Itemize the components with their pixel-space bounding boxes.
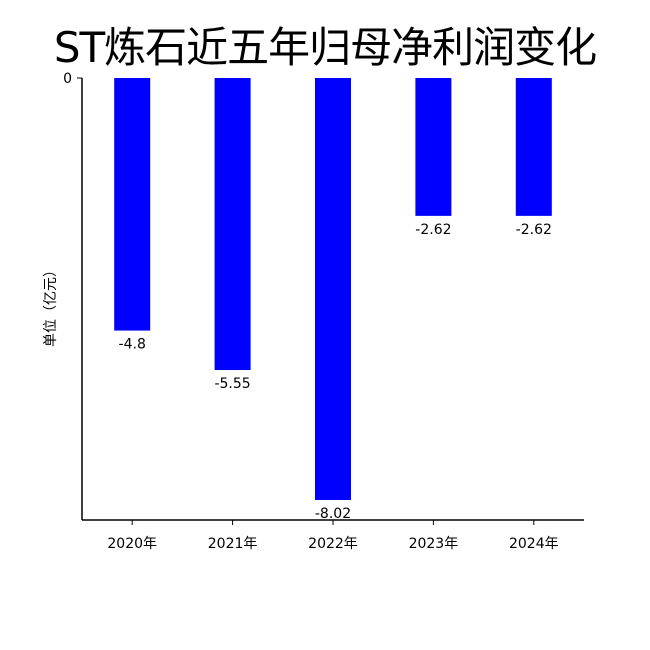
x-tick-label-4: 2024年 — [509, 536, 559, 552]
bar-0 — [114, 78, 151, 331]
bar-4 — [515, 78, 552, 216]
x-tick-label-1: 2021年 — [208, 536, 258, 552]
y-tick-label-0: 0 — [63, 71, 72, 87]
value-label-0: -4.8 — [119, 337, 146, 353]
chart-title: ST炼石近五年归母净利润变化 — [53, 23, 597, 72]
value-labels-layer: -4.8 -5.55 -8.02 -2.62 -2.62 — [119, 222, 552, 522]
x-tick-label-2: 2022年 — [308, 536, 358, 552]
x-ticks-layer: 2020年 2021年 2022年 2023年 2024年 — [107, 520, 559, 552]
x-tick-label-3: 2023年 — [409, 536, 459, 552]
value-label-2: -8.02 — [315, 506, 351, 522]
value-label-4: -2.62 — [516, 222, 552, 238]
bars-layer — [114, 78, 552, 501]
bar-3 — [415, 78, 452, 216]
bar-2 — [315, 78, 351, 501]
x-tick-label-0: 2020年 — [107, 536, 157, 552]
bar-1 — [214, 78, 251, 371]
value-label-1: -5.55 — [214, 376, 250, 392]
value-label-3: -2.62 — [415, 222, 451, 238]
y-ticks-layer: 0 — [63, 71, 82, 87]
